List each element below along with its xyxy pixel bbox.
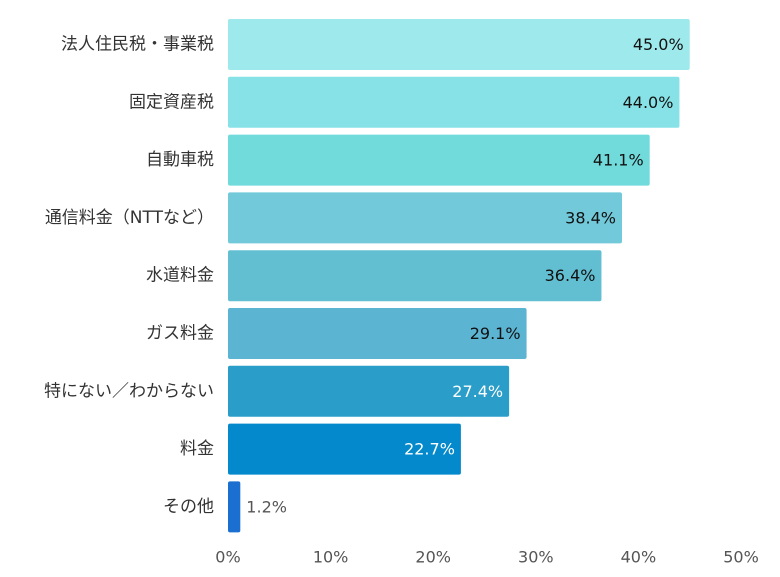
data-label: 1.2% bbox=[246, 497, 287, 516]
data-label: 44.0% bbox=[623, 93, 674, 112]
category-label: 特にない／わからない bbox=[44, 381, 214, 401]
x-tick-label: 30% bbox=[518, 548, 554, 567]
data-label: 38.4% bbox=[565, 208, 616, 227]
bar bbox=[228, 134, 650, 186]
bar bbox=[228, 192, 622, 244]
bar bbox=[228, 76, 680, 128]
data-label: 45.0% bbox=[633, 35, 684, 54]
bar bbox=[228, 481, 241, 533]
category-label: ガス料金 bbox=[146, 324, 214, 344]
category-label: 通信料金（NTTなど） bbox=[45, 208, 214, 228]
category-label: 自動車税 bbox=[146, 150, 214, 170]
x-tick-label: 20% bbox=[415, 548, 451, 567]
category-label: 法人住民税・事業税 bbox=[61, 35, 214, 55]
bar bbox=[228, 423, 461, 475]
data-label: 29.1% bbox=[470, 324, 521, 343]
category-label: 料金 bbox=[180, 439, 214, 459]
x-tick-label: 40% bbox=[621, 548, 657, 567]
bar bbox=[228, 365, 510, 417]
bar bbox=[228, 19, 690, 70]
category-label: 水道料金 bbox=[146, 266, 214, 286]
x-tick-label: 10% bbox=[313, 548, 349, 567]
bar bbox=[228, 250, 602, 302]
x-tick-label: 0% bbox=[215, 548, 240, 567]
data-label: 41.1% bbox=[593, 151, 644, 170]
category-label: 固定資産税 bbox=[129, 92, 214, 112]
category-label: その他 bbox=[163, 497, 214, 517]
data-label: 22.7% bbox=[404, 440, 455, 459]
x-tick-label: 50% bbox=[723, 548, 759, 567]
data-label: 27.4% bbox=[452, 382, 503, 401]
bar bbox=[228, 308, 527, 359]
data-label: 36.4% bbox=[545, 266, 596, 285]
